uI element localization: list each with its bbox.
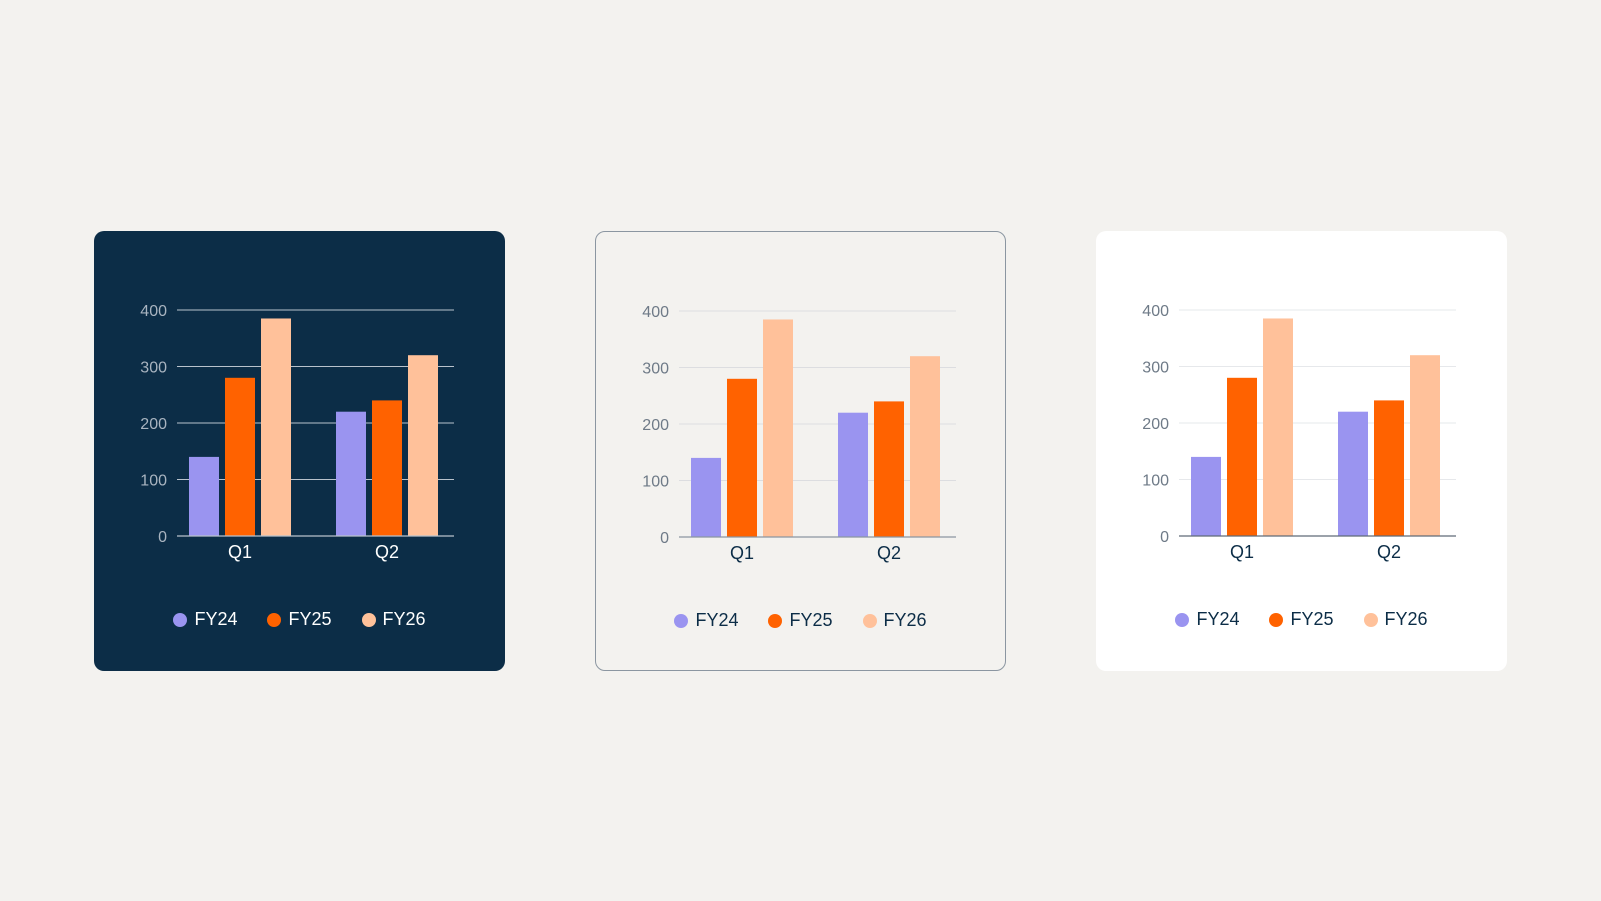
legend-label: FY26: [1384, 609, 1428, 629]
bar-fy25-q1: [1227, 377, 1257, 536]
bar-fy24-q1: [1191, 456, 1221, 536]
bar-fy24-q2: [838, 412, 868, 537]
bar-fy26-q2: [1410, 355, 1440, 536]
y-tick-label: 300: [642, 361, 669, 378]
legend-swatch-icon: [267, 612, 282, 627]
bar-fy26-q1: [261, 318, 291, 536]
x-category-label: Q1: [228, 542, 252, 562]
bar-fy25-q1: [727, 378, 757, 537]
bar-chart-white: 0 100 200 300 400 Q1 Q2: [1142, 303, 1456, 562]
legend-swatch-icon: [862, 613, 877, 628]
legend-label: FY26: [382, 609, 426, 629]
legend-label: FY26: [883, 610, 927, 630]
y-tick-label: 0: [660, 530, 669, 547]
legend-label: FY25: [789, 610, 833, 630]
bar-chart-outline: 0 100 200 300 400 Q1 Q2: [642, 304, 956, 563]
y-tick-label: 300: [140, 360, 167, 377]
legend-label: FY25: [288, 609, 332, 629]
legend-item-fy26: FY26: [862, 610, 927, 631]
legend-swatch-icon: [1175, 612, 1190, 627]
chart-legend: FY24 FY25 FY26: [1096, 609, 1507, 630]
y-tick-label: 100: [642, 474, 669, 491]
y-tick-label: 200: [1142, 416, 1169, 433]
legend-swatch-icon: [768, 613, 783, 628]
legend-swatch-icon: [1269, 612, 1284, 627]
legend-item-fy24: FY24: [1175, 609, 1239, 630]
bar-fy24-q2: [336, 411, 366, 536]
bar-chart-dark: 0 100 200 300 400 Q1 Q2: [140, 303, 454, 562]
legend-item-fy24: FY24: [173, 609, 237, 630]
bar-fy24-q1: [691, 457, 721, 537]
chart-card-dark: 0 100 200 300 400 Q1 Q2 FY24 FY25 FY26: [94, 231, 505, 671]
bar-fy24-q2: [1338, 411, 1368, 536]
x-category-label: Q1: [730, 543, 754, 563]
legend-swatch-icon: [1363, 612, 1378, 627]
bar-fy26-q1: [1263, 318, 1293, 536]
legend-item-fy26: FY26: [1363, 609, 1428, 630]
legend-swatch-icon: [674, 613, 689, 628]
chart-card-white: 0 100 200 300 400 Q1 Q2 FY24 FY25 FY26: [1096, 231, 1507, 671]
legend-item-fy24: FY24: [674, 610, 738, 631]
legend-item-fy26: FY26: [361, 609, 426, 630]
bar-fy25-q2: [874, 401, 904, 537]
legend-label: FY25: [1290, 609, 1334, 629]
y-tick-label: 400: [642, 304, 669, 321]
bar-fy26-q2: [910, 356, 940, 537]
y-tick-label: 0: [1160, 529, 1169, 546]
bar-fy25-q2: [1374, 400, 1404, 536]
y-tick-label: 0: [158, 529, 167, 546]
legend-swatch-icon: [173, 612, 188, 627]
x-category-label: Q1: [1230, 542, 1254, 562]
chart-card-outline: 0 100 200 300 400 Q1 Q2 FY24 FY25 FY26: [595, 231, 1006, 671]
y-tick-label: 100: [140, 473, 167, 490]
y-tick-label: 100: [1142, 473, 1169, 490]
legend-label: FY24: [1196, 609, 1240, 629]
bar-fy25-q2: [372, 400, 402, 536]
legend-item-fy25: FY25: [267, 609, 332, 630]
y-tick-label: 300: [1142, 360, 1169, 377]
bar-fy26-q2: [408, 355, 438, 536]
legend-item-fy25: FY25: [768, 610, 833, 631]
bar-fy25-q1: [225, 377, 255, 536]
legend-item-fy25: FY25: [1269, 609, 1334, 630]
legend-label: FY24: [194, 609, 238, 629]
x-category-label: Q2: [877, 543, 901, 563]
legend-swatch-icon: [361, 612, 376, 627]
x-category-label: Q2: [375, 542, 399, 562]
chart-legend: FY24 FY25 FY26: [596, 610, 1005, 631]
chart-legend: FY24 FY25 FY26: [94, 609, 505, 630]
y-tick-label: 400: [1142, 303, 1169, 320]
legend-label: FY24: [695, 610, 739, 630]
y-tick-label: 400: [140, 303, 167, 320]
y-tick-label: 200: [642, 417, 669, 434]
y-tick-label: 200: [140, 416, 167, 433]
bar-fy26-q1: [763, 319, 793, 537]
x-category-label: Q2: [1377, 542, 1401, 562]
bar-fy24-q1: [189, 456, 219, 536]
